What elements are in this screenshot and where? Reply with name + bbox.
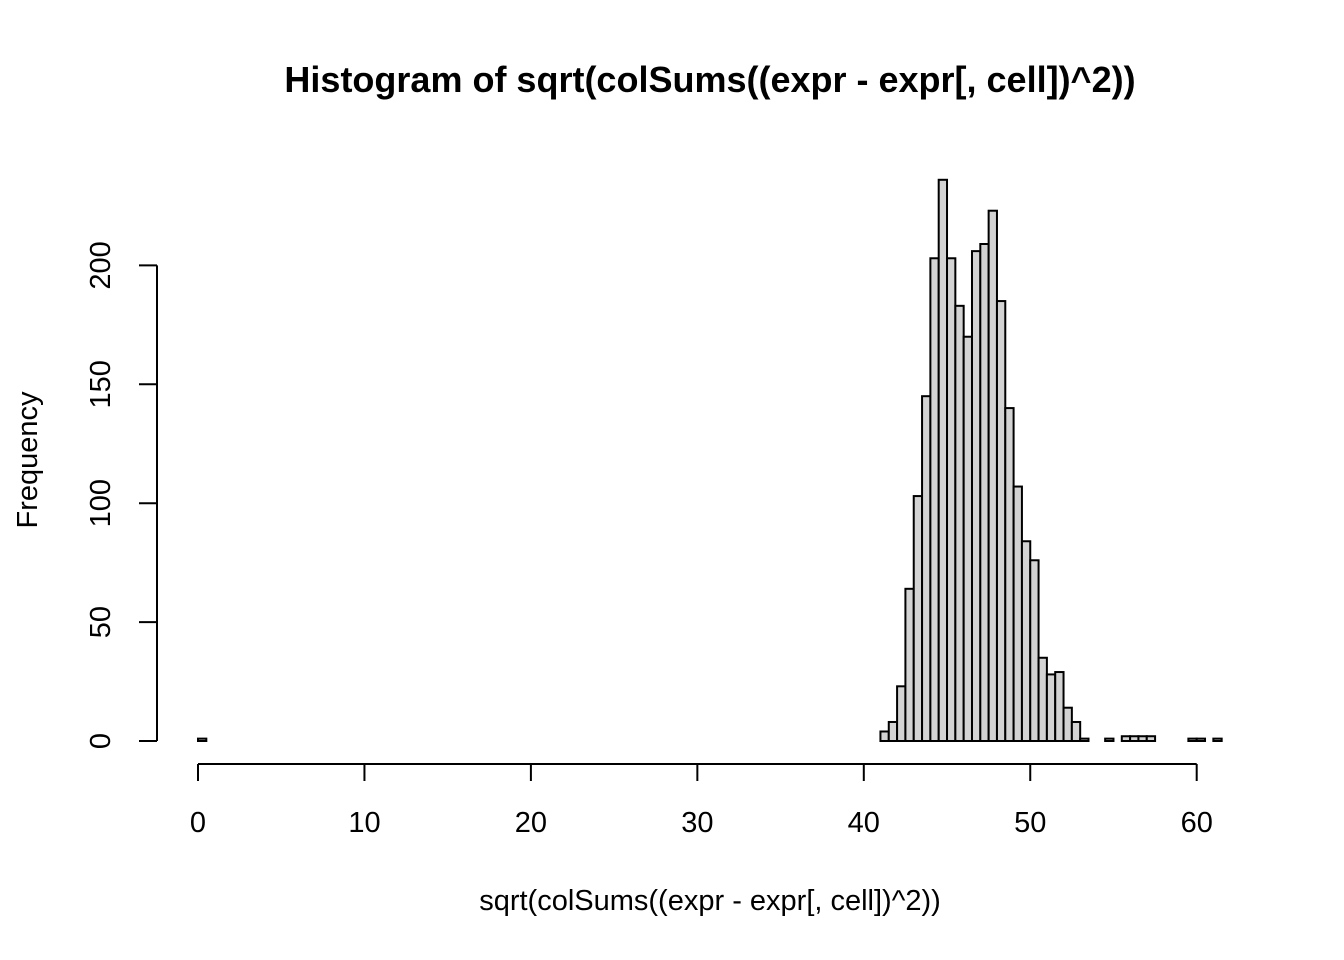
histogram-bar bbox=[1187, 737, 1198, 742]
histogram-bar bbox=[1120, 735, 1132, 742]
x-tick-label: 60 bbox=[1181, 807, 1213, 839]
histogram-bar bbox=[921, 395, 932, 742]
histogram-bar bbox=[1012, 485, 1023, 742]
x-tick-label: 20 bbox=[515, 807, 547, 839]
histogram-bar bbox=[879, 730, 890, 742]
histogram-bar bbox=[1129, 735, 1140, 742]
x-axis: 0 10 20 30 40 50 60 bbox=[190, 763, 1213, 839]
histogram-bar bbox=[1020, 540, 1032, 742]
x-tick-label: 0 bbox=[190, 807, 206, 839]
x-axis-label: sqrt(colSums((expr - expr[, cell])^2)) bbox=[479, 885, 941, 917]
histogram-bar bbox=[1004, 407, 1015, 742]
histogram-bar bbox=[954, 304, 965, 742]
histogram-bar bbox=[1037, 656, 1048, 743]
x-tick-label: 30 bbox=[681, 807, 713, 839]
histogram-bar bbox=[1145, 735, 1157, 742]
y-axis: 0 50 100 150 200 bbox=[85, 241, 158, 749]
histogram-bar bbox=[1054, 671, 1065, 742]
histogram-bar bbox=[887, 720, 899, 742]
histogram-bar bbox=[197, 737, 208, 742]
y-tick-label: 100 bbox=[85, 479, 117, 527]
histogram-bars bbox=[197, 178, 1223, 743]
histogram-bar bbox=[912, 495, 924, 742]
histogram-bar bbox=[904, 587, 915, 742]
histogram-bar bbox=[995, 300, 1007, 742]
y-tick-label: 0 bbox=[85, 733, 117, 749]
histogram-bar bbox=[1195, 737, 1207, 742]
histogram-bar bbox=[929, 257, 940, 742]
chart-title: Histogram of sqrt(colSums((expr - expr[,… bbox=[284, 59, 1135, 100]
histogram-bar bbox=[1062, 706, 1073, 743]
histogram-bar bbox=[979, 243, 990, 742]
histogram-bar bbox=[987, 209, 998, 742]
histogram-bar bbox=[1137, 735, 1148, 742]
y-tick-label: 150 bbox=[85, 360, 117, 408]
histogram-bar bbox=[946, 257, 957, 742]
x-tick-label: 40 bbox=[848, 807, 880, 839]
y-tick-label: 50 bbox=[85, 606, 117, 638]
histogram-bar bbox=[896, 685, 907, 742]
y-tick-label: 200 bbox=[85, 241, 117, 289]
histogram-bar bbox=[970, 250, 982, 742]
x-tick-label: 10 bbox=[348, 807, 380, 839]
histogram-bar bbox=[937, 178, 949, 743]
histogram-bar bbox=[962, 335, 973, 742]
histogram-bar bbox=[1212, 737, 1223, 742]
histogram-bar bbox=[1079, 737, 1090, 742]
x-tick-label: 50 bbox=[1014, 807, 1046, 839]
y-axis-label: Frequency bbox=[12, 391, 44, 529]
histogram-bar bbox=[1029, 559, 1040, 743]
histogram-bar bbox=[1045, 673, 1057, 742]
histogram-bar bbox=[1070, 720, 1082, 742]
histogram-bar bbox=[1104, 737, 1115, 742]
